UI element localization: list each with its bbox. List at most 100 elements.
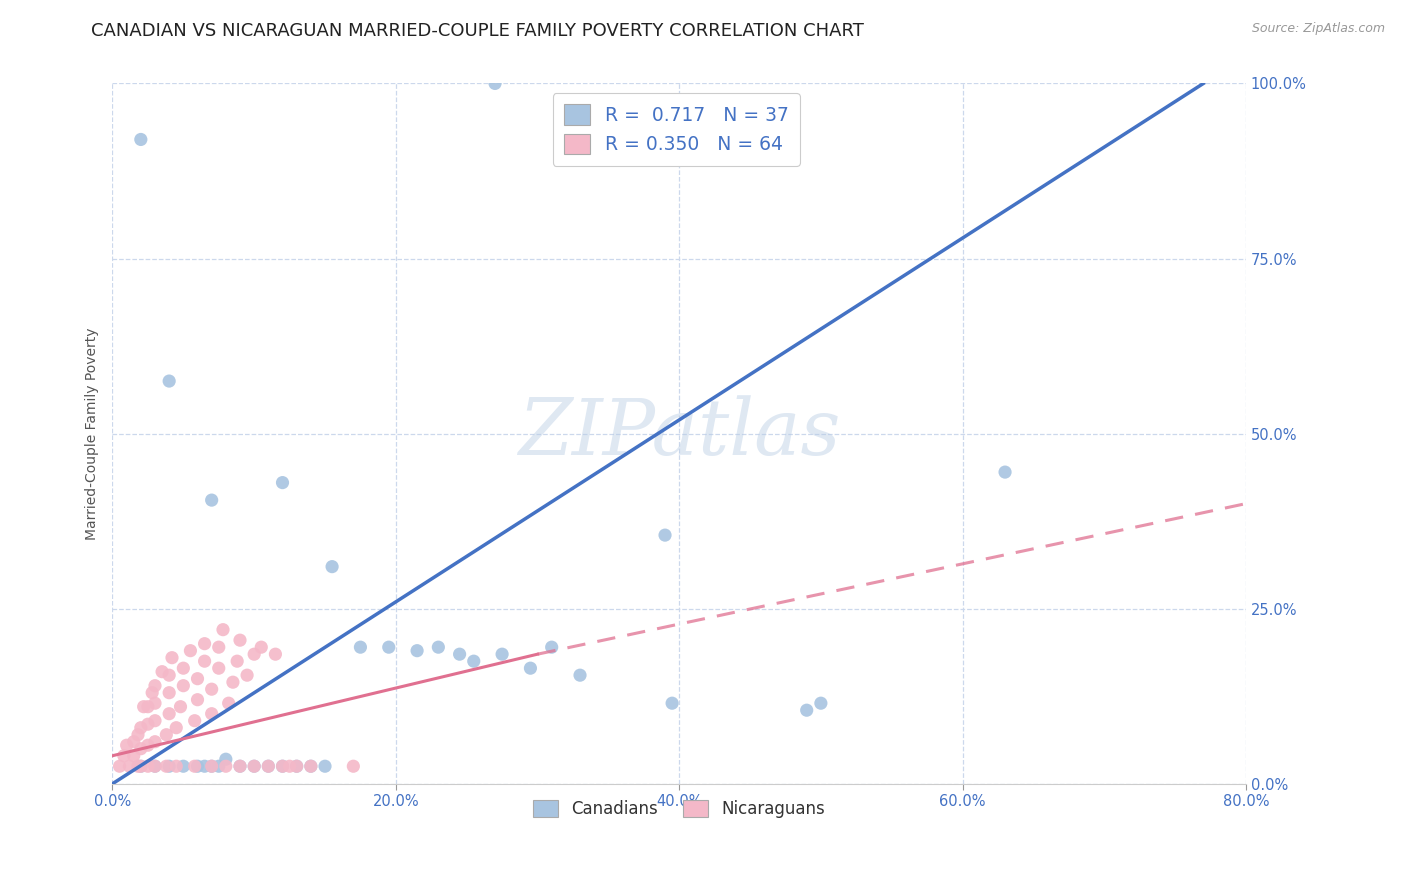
Point bbox=[285, 759, 308, 773]
Point bbox=[194, 654, 217, 668]
Point bbox=[201, 493, 224, 508]
Point bbox=[122, 735, 145, 749]
Point bbox=[342, 759, 364, 773]
Point bbox=[271, 475, 294, 490]
Point bbox=[484, 77, 506, 91]
Point bbox=[299, 759, 322, 773]
Point bbox=[136, 759, 159, 773]
Point bbox=[994, 465, 1017, 479]
Point bbox=[172, 679, 194, 693]
Point bbox=[136, 699, 159, 714]
Point bbox=[243, 647, 266, 661]
Text: Source: ZipAtlas.com: Source: ZipAtlas.com bbox=[1251, 22, 1385, 36]
Point bbox=[236, 668, 259, 682]
Point bbox=[243, 759, 266, 773]
Point bbox=[796, 703, 818, 717]
Point bbox=[169, 699, 191, 714]
Point bbox=[112, 748, 135, 763]
Point bbox=[141, 686, 163, 700]
Point bbox=[201, 759, 224, 773]
Point bbox=[143, 735, 166, 749]
Point bbox=[264, 647, 287, 661]
Point bbox=[132, 699, 155, 714]
Y-axis label: Married-Couple Family Poverty: Married-Couple Family Poverty bbox=[86, 327, 100, 540]
Point bbox=[212, 623, 235, 637]
Point bbox=[143, 696, 166, 710]
Point bbox=[257, 759, 280, 773]
Point bbox=[229, 633, 252, 648]
Point bbox=[449, 647, 471, 661]
Point bbox=[271, 759, 294, 773]
Text: CANADIAN VS NICARAGUAN MARRIED-COUPLE FAMILY POVERTY CORRELATION CHART: CANADIAN VS NICARAGUAN MARRIED-COUPLE FA… bbox=[91, 22, 865, 40]
Point bbox=[143, 759, 166, 773]
Point bbox=[463, 654, 485, 668]
Point bbox=[201, 682, 224, 697]
Point bbox=[165, 721, 187, 735]
Point bbox=[118, 759, 141, 773]
Point bbox=[540, 640, 562, 655]
Point bbox=[143, 714, 166, 728]
Point bbox=[215, 759, 238, 773]
Point bbox=[810, 696, 832, 710]
Point bbox=[172, 759, 194, 773]
Point bbox=[129, 759, 152, 773]
Point bbox=[183, 714, 205, 728]
Point bbox=[186, 759, 208, 773]
Point bbox=[186, 692, 208, 706]
Point bbox=[157, 374, 180, 388]
Point bbox=[314, 759, 336, 773]
Point bbox=[222, 675, 245, 690]
Legend: Canadians, Nicaraguans: Canadians, Nicaraguans bbox=[526, 793, 832, 824]
Point bbox=[569, 668, 592, 682]
Point bbox=[129, 759, 152, 773]
Point bbox=[157, 759, 180, 773]
Point bbox=[157, 706, 180, 721]
Point bbox=[127, 759, 149, 773]
Point bbox=[250, 640, 273, 655]
Point bbox=[406, 643, 429, 657]
Point bbox=[201, 706, 224, 721]
Point bbox=[136, 738, 159, 752]
Point bbox=[257, 759, 280, 773]
Point bbox=[194, 759, 217, 773]
Point bbox=[271, 759, 294, 773]
Point bbox=[299, 759, 322, 773]
Point bbox=[661, 696, 683, 710]
Point bbox=[491, 647, 513, 661]
Point bbox=[129, 721, 152, 735]
Point bbox=[150, 665, 173, 679]
Point bbox=[122, 748, 145, 763]
Point bbox=[179, 643, 201, 657]
Point bbox=[143, 679, 166, 693]
Point bbox=[155, 759, 177, 773]
Point bbox=[183, 759, 205, 773]
Point bbox=[208, 661, 231, 675]
Point bbox=[243, 759, 266, 773]
Point bbox=[278, 759, 301, 773]
Point bbox=[157, 668, 180, 682]
Point bbox=[157, 686, 180, 700]
Point bbox=[378, 640, 401, 655]
Point bbox=[115, 738, 138, 752]
Point bbox=[285, 759, 308, 773]
Point bbox=[321, 559, 343, 574]
Point bbox=[349, 640, 371, 655]
Point bbox=[201, 759, 224, 773]
Point bbox=[129, 741, 152, 756]
Point bbox=[519, 661, 541, 675]
Point bbox=[155, 728, 177, 742]
Point bbox=[208, 759, 231, 773]
Point bbox=[108, 759, 131, 773]
Point bbox=[127, 728, 149, 742]
Point bbox=[129, 132, 152, 146]
Point bbox=[194, 637, 217, 651]
Point bbox=[165, 759, 187, 773]
Point bbox=[226, 654, 249, 668]
Point bbox=[136, 717, 159, 731]
Point bbox=[186, 672, 208, 686]
Point bbox=[208, 640, 231, 655]
Point bbox=[143, 759, 166, 773]
Point bbox=[218, 696, 240, 710]
Text: ZIPatlas: ZIPatlas bbox=[517, 395, 841, 472]
Point bbox=[160, 650, 183, 665]
